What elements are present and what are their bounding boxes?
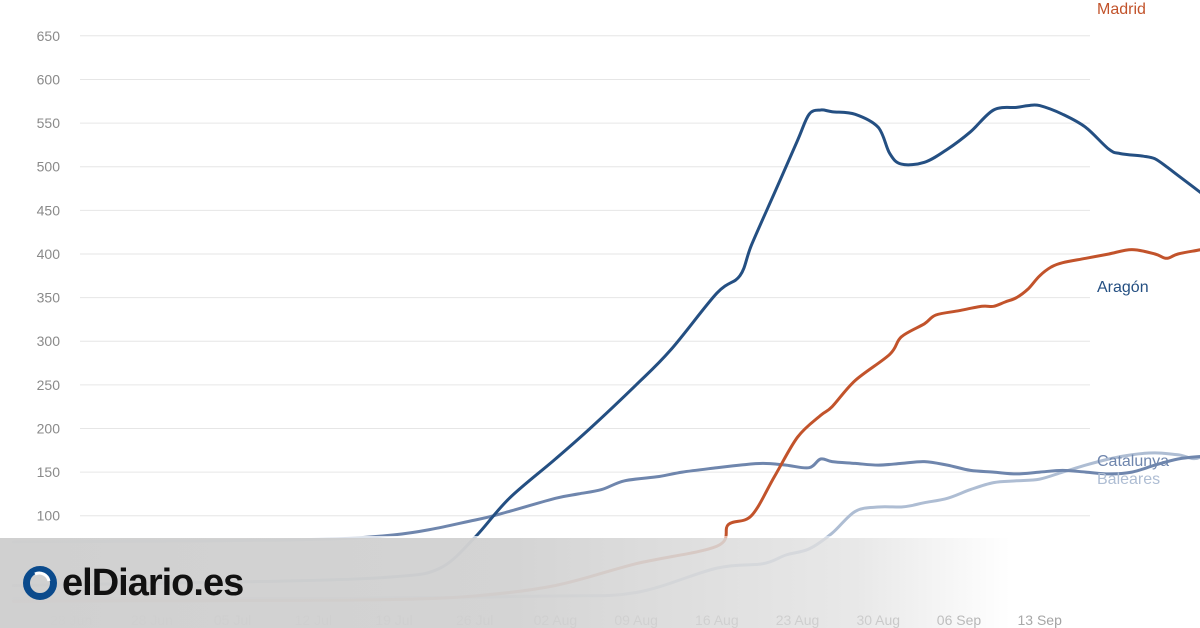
y-tick-label: 300: [37, 333, 61, 349]
y-tick-label: 650: [37, 28, 61, 44]
y-axis-ticks: 100 150 200 250 300 350 400 450 500 550 600 650: [37, 28, 61, 524]
gridlines: [80, 35, 1090, 517]
logo-band: [0, 538, 1010, 628]
eldiario-logo-icon: [23, 566, 57, 600]
series-line-catalunya: [12, 454, 1200, 544]
brand-logo: elDiario.es: [22, 558, 244, 608]
series-lines: [12, 103, 1200, 603]
series-label-madrid: Madrid: [1097, 1, 1146, 18]
y-tick-label: 450: [37, 202, 61, 218]
y-tick-label: 250: [37, 377, 61, 393]
y-tick-label: 500: [37, 159, 61, 175]
y-tick-label: 100: [37, 508, 61, 524]
y-tick-label: 200: [37, 420, 61, 436]
series-label-baleares: Baleares: [1097, 471, 1160, 488]
series-line-aragn: [12, 103, 1200, 587]
y-tick-label: 600: [37, 71, 61, 87]
y-tick-label: 550: [37, 115, 61, 131]
brand-name: elDiario.es: [62, 561, 244, 604]
y-tick-label: 400: [37, 246, 61, 262]
series-line-madrid: [12, 248, 1200, 603]
y-tick-label: 150: [37, 464, 61, 480]
y-tick-label: 350: [37, 290, 61, 306]
series-label-catalunya: Catalunya: [1097, 453, 1169, 470]
series-label-aragn: Aragón: [1097, 279, 1149, 296]
